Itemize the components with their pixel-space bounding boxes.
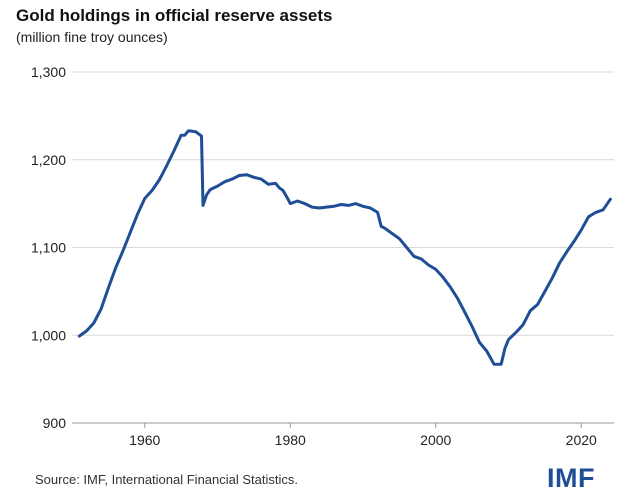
x-tick-label: 2020 (566, 432, 597, 448)
x-tick-label: 1960 (129, 432, 160, 448)
y-tick-label: 1,100 (31, 240, 66, 256)
y-tick-label: 1,000 (31, 327, 66, 343)
y-tick-label: 1,300 (31, 64, 66, 80)
y-tick-label: 1,200 (31, 152, 66, 168)
series-line-gold-holdings (77, 129, 612, 366)
imf-logo: IMF (547, 463, 595, 493)
grid-lines (72, 71, 614, 336)
x-axis-tick-labels: 1960 1980 2000 2020 (129, 423, 597, 448)
chart-subtitle: (million fine troy ounces) (16, 29, 168, 45)
chart-title: Gold holdings in official reserve assets (16, 6, 333, 25)
y-axis-tick-labels: 900 1,000 1,100 1,200 1,300 (31, 64, 66, 431)
y-tick-label: 900 (43, 415, 67, 431)
source-note: Source: IMF, International Financial Sta… (35, 472, 299, 487)
x-tick-label: 2000 (420, 432, 451, 448)
x-tick-label: 1980 (275, 432, 306, 448)
